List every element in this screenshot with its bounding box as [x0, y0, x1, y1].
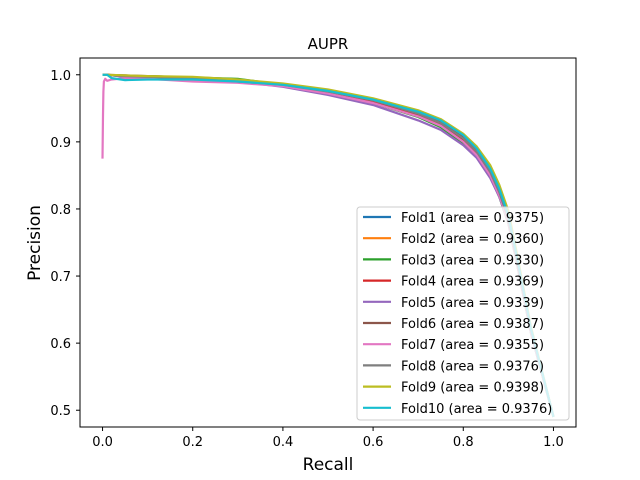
legend-label-fold5: Fold5 (area = 0.9339): [401, 296, 544, 311]
legend-label-fold6: Fold6 (area = 0.9387): [401, 317, 544, 332]
chart-title: AUPR: [308, 35, 349, 53]
y-tick-label: 0.6: [50, 337, 71, 352]
x-axis: 0.0 0.2 0.4 0.6 0.8 1.0: [92, 427, 564, 450]
y-tick-label: 0.7: [50, 270, 71, 285]
y-axis-title: Precision: [25, 205, 45, 281]
x-tick-label: 1.0: [543, 435, 564, 450]
x-tick-label: 0.2: [182, 435, 203, 450]
legend-label-fold8: Fold8 (area = 0.9376): [401, 359, 544, 374]
y-axis: 0.5 0.6 0.7 0.8 0.9 1.0: [50, 69, 80, 419]
legend-label-fold4: Fold4 (area = 0.9369): [401, 275, 544, 290]
legend-label-fold7: Fold7 (area = 0.9355): [401, 338, 544, 353]
legend-label-fold1: Fold1 (area = 0.9375): [401, 211, 544, 226]
y-tick-label: 0.8: [50, 203, 71, 218]
y-tick-label: 0.5: [50, 404, 71, 419]
legend-box: [356, 206, 570, 421]
legend: Fold1 (area = 0.9375) Fold2 (area = 0.936…: [356, 206, 570, 421]
legend-label-fold3: Fold3 (area = 0.9330): [401, 253, 544, 268]
y-tick-label: 0.9: [50, 136, 71, 151]
legend-label-fold9: Fold9 (area = 0.9398): [401, 381, 544, 396]
y-tick-label: 1.0: [50, 69, 71, 84]
x-axis-title: Recall: [303, 455, 354, 475]
x-tick-label: 0.4: [273, 435, 294, 450]
x-tick-label: 0.0: [92, 435, 113, 450]
plot-frame: [79, 57, 577, 428]
x-tick-label: 0.6: [363, 435, 384, 450]
legend-label-fold2: Fold2 (area = 0.9360): [401, 232, 544, 247]
x-tick-label: 0.8: [453, 435, 474, 450]
legend-label-fold10: Fold10 (area = 0.9376): [401, 402, 552, 417]
